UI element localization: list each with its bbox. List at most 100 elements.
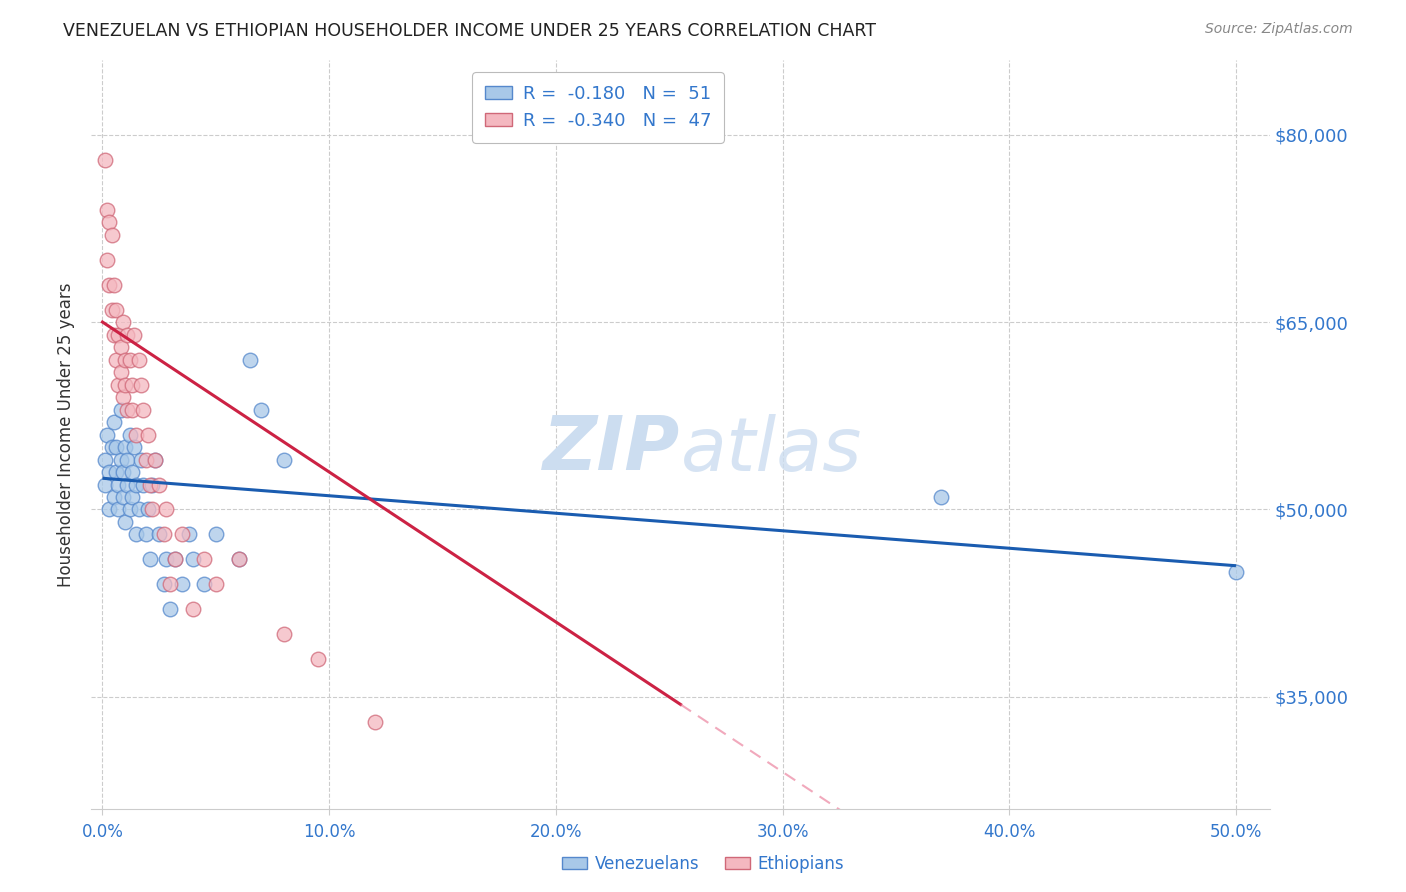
Point (129, 377, 152, 392)
Point (273, 627, 295, 641)
Point (121, 377, 143, 392)
Point (100, 440, 122, 454)
Legend: R =  -0.180   N =  51, R =  -0.340   N =  47: R = -0.180 N = 51, R = -0.340 N = 47 (472, 72, 724, 143)
Point (128, 352, 150, 367)
Point (141, 477, 163, 491)
Point (155, 552, 177, 566)
Point (105, 302, 128, 317)
Point (239, 352, 262, 367)
Point (94, 452, 117, 467)
Point (96, 202, 118, 217)
Point (159, 602, 181, 616)
Point (111, 390, 134, 404)
Point (181, 552, 204, 566)
Point (193, 552, 215, 566)
Point (110, 365, 132, 379)
Text: VENEZUELAN VS ETHIOPIAN HOUSEHOLDER INCOME UNDER 25 YEARS CORRELATION CHART: VENEZUELAN VS ETHIOPIAN HOUSEHOLDER INCO… (63, 22, 876, 40)
Point (163, 552, 186, 566)
Point (148, 527, 170, 541)
Point (110, 452, 132, 467)
Point (136, 502, 159, 516)
Point (250, 402, 273, 417)
Point (177, 527, 200, 541)
Point (105, 465, 128, 479)
Point (122, 440, 145, 454)
Point (114, 515, 136, 529)
Point (114, 440, 136, 454)
Point (136, 427, 159, 442)
Point (118, 502, 141, 516)
Text: ZIP: ZIP (543, 413, 681, 486)
Point (143, 452, 166, 467)
Point (100, 302, 122, 317)
Point (363, 714, 385, 729)
Point (121, 402, 143, 417)
Point (114, 352, 136, 367)
Point (163, 552, 186, 566)
Point (96, 252, 118, 267)
Point (1225, 565, 1247, 579)
Point (125, 427, 148, 442)
Point (122, 327, 145, 342)
Point (111, 465, 134, 479)
Point (143, 452, 166, 467)
Point (307, 652, 329, 666)
Point (103, 490, 125, 504)
Point (107, 327, 129, 342)
Point (152, 577, 174, 591)
Point (121, 465, 143, 479)
Point (135, 527, 157, 541)
Point (117, 477, 139, 491)
Point (98, 215, 121, 229)
Point (181, 602, 204, 616)
Point (129, 452, 152, 467)
Point (228, 552, 250, 566)
Point (170, 527, 193, 541)
Point (141, 502, 163, 516)
Point (94, 153, 117, 167)
Point (125, 477, 148, 491)
Point (105, 352, 128, 367)
Point (94, 477, 117, 491)
Point (273, 452, 295, 467)
Point (100, 227, 122, 242)
Legend: Venezuelans, Ethiopians: Venezuelans, Ethiopians (555, 848, 851, 880)
Point (117, 402, 139, 417)
Point (107, 477, 129, 491)
Point (118, 352, 141, 367)
Point (139, 552, 162, 566)
Point (103, 277, 125, 292)
Point (107, 502, 129, 516)
Point (193, 577, 215, 591)
Point (96, 427, 118, 442)
Point (111, 315, 134, 329)
Point (98, 502, 121, 516)
Point (117, 327, 139, 342)
Point (205, 577, 228, 591)
Point (103, 327, 125, 342)
Point (132, 402, 155, 417)
Point (103, 415, 125, 429)
Point (121, 490, 143, 504)
Point (228, 552, 250, 566)
Point (125, 527, 148, 541)
Point (132, 477, 155, 491)
Point (205, 527, 228, 541)
Point (110, 340, 132, 354)
Point (139, 477, 162, 491)
Point (117, 452, 139, 467)
Y-axis label: Householder Income Under 25 years: Householder Income Under 25 years (58, 282, 75, 587)
Point (107, 377, 129, 392)
Point (155, 502, 177, 516)
Point (118, 427, 141, 442)
Point (114, 377, 136, 392)
Point (105, 440, 128, 454)
Point (135, 452, 157, 467)
Point (929, 490, 952, 504)
Text: Source: ZipAtlas.com: Source: ZipAtlas.com (1205, 22, 1353, 37)
Point (128, 502, 150, 516)
Point (98, 465, 121, 479)
Point (159, 577, 181, 591)
Point (98, 277, 121, 292)
Point (152, 527, 174, 541)
